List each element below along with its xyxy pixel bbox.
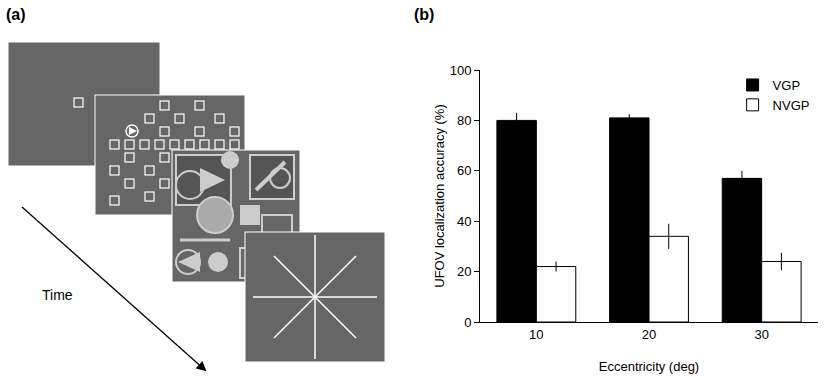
svg-text:Eccentricity (deg): Eccentricity (deg) (599, 359, 699, 374)
svg-text:0: 0 (464, 315, 471, 330)
svg-text:60: 60 (457, 163, 471, 178)
svg-text:100: 100 (450, 63, 472, 78)
svg-text:40: 40 (457, 214, 471, 229)
svg-text:(b): (b) (414, 6, 434, 23)
svg-text:NVGP: NVGP (773, 98, 810, 113)
svg-text:30: 30 (754, 327, 768, 342)
svg-text:80: 80 (457, 113, 471, 128)
svg-text:(a): (a) (6, 6, 26, 23)
svg-text:Time: Time (42, 287, 73, 303)
svg-text:VGP: VGP (773, 78, 800, 93)
svg-text:10: 10 (529, 327, 543, 342)
svg-text:20: 20 (457, 264, 471, 279)
svg-text:UFOV localization accuracy (%): UFOV localization accuracy (%) (432, 104, 447, 288)
svg-text:20: 20 (642, 327, 656, 342)
